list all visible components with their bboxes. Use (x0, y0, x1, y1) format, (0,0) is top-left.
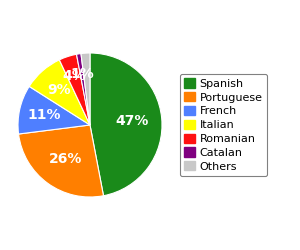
Text: 9%: 9% (47, 83, 71, 97)
Wedge shape (19, 125, 104, 197)
Wedge shape (90, 53, 162, 196)
Wedge shape (76, 54, 90, 125)
Text: 4%: 4% (62, 69, 86, 83)
Text: 26%: 26% (49, 152, 82, 166)
Text: 11%: 11% (28, 108, 61, 122)
Wedge shape (59, 54, 90, 125)
Text: 1%: 1% (70, 67, 94, 81)
Wedge shape (81, 53, 90, 125)
Legend: Spanish, Portuguese, French, Italian, Romanian, Catalan, Others: Spanish, Portuguese, French, Italian, Ro… (180, 74, 267, 176)
Wedge shape (18, 86, 90, 134)
Wedge shape (29, 60, 90, 125)
Text: 47%: 47% (115, 114, 148, 128)
